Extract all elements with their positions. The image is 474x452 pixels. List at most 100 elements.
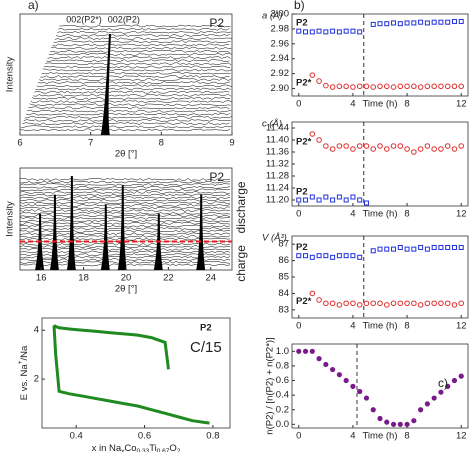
y-tick-label: 2.96	[271, 38, 290, 49]
legend-label: P2	[296, 242, 308, 253]
point	[431, 83, 437, 90]
point	[431, 146, 437, 152]
x-tick-label: 8	[404, 431, 409, 442]
point	[343, 197, 349, 203]
x-tick-label: 4	[350, 99, 355, 110]
point	[350, 146, 356, 152]
y-tick-label: 4	[34, 325, 39, 336]
y-axis-label-part: /Na	[19, 345, 30, 361]
series-label: P2	[209, 16, 224, 30]
x-axis-label-part: x	[121, 448, 125, 452]
point	[384, 246, 390, 252]
point	[404, 246, 410, 252]
point	[323, 143, 329, 149]
trace	[19, 193, 231, 197]
point	[377, 415, 383, 422]
point	[424, 246, 430, 252]
point	[329, 84, 336, 90]
y-tick-label: 11.32	[266, 159, 289, 170]
point	[316, 28, 322, 34]
x-axis-label: Time (h)	[362, 321, 397, 332]
peak	[196, 194, 206, 270]
x-tick-label: 22	[163, 273, 174, 284]
x-tick-label: 0	[296, 431, 301, 442]
point	[336, 194, 342, 200]
series-label: P2	[209, 170, 224, 184]
x-tick-label: 12	[456, 431, 467, 442]
point	[458, 300, 465, 307]
trace	[24, 115, 232, 119]
x-axis-label-part: Co	[124, 443, 136, 452]
y-tick-label: 0.2	[276, 404, 289, 415]
trace	[35, 87, 231, 91]
point	[363, 83, 370, 90]
trace	[41, 71, 231, 75]
x-tick-label: 8	[159, 138, 164, 149]
point	[350, 194, 356, 200]
point	[404, 146, 410, 152]
y-tick-label: 11.36	[266, 147, 289, 158]
legend-label: P2*	[296, 78, 312, 89]
x-axis-label-part: x in Na	[92, 443, 122, 452]
trace	[40, 75, 230, 78]
point	[357, 388, 363, 395]
point	[323, 300, 329, 307]
y-tick-label: 11.24	[266, 183, 289, 194]
x-tick-label: 12	[456, 321, 467, 332]
point	[411, 20, 417, 26]
point	[397, 83, 404, 90]
point	[330, 197, 336, 203]
y-tick-label: 0.8	[276, 360, 289, 371]
point	[383, 146, 390, 152]
y-axis-label: Intensity	[5, 57, 16, 93]
point	[451, 244, 457, 250]
point	[303, 29, 309, 35]
point	[356, 143, 363, 149]
x-tick-label: 12	[456, 99, 467, 110]
trace	[19, 191, 231, 194]
point	[363, 300, 370, 307]
point	[309, 194, 315, 200]
point	[343, 28, 349, 34]
point	[323, 29, 329, 35]
x-tick-label: 8	[404, 99, 409, 110]
point	[343, 377, 349, 384]
trace	[52, 43, 230, 47]
trace	[19, 219, 231, 223]
point	[431, 244, 437, 250]
x-axis-label-part: 0.33	[137, 448, 150, 452]
point	[451, 377, 458, 384]
x-tick-label: 9	[229, 138, 234, 149]
point	[424, 401, 430, 407]
point	[458, 373, 464, 379]
panel-label: a)	[28, 0, 39, 12]
trace	[27, 109, 232, 113]
point	[384, 419, 390, 425]
legend-label: P2*	[296, 296, 312, 307]
trace	[19, 178, 231, 181]
point	[303, 253, 309, 259]
panel-label: b)	[294, 0, 305, 12]
point	[424, 143, 431, 149]
trace	[36, 84, 232, 88]
point	[336, 83, 343, 90]
point	[316, 137, 322, 143]
trace	[53, 40, 231, 44]
point	[323, 361, 329, 368]
point	[370, 146, 377, 152]
curve	[52, 325, 210, 425]
point	[350, 383, 356, 389]
x-axis-label: 2θ [°]	[115, 284, 137, 295]
trace	[25, 112, 231, 116]
point	[363, 395, 370, 401]
point	[431, 19, 437, 25]
point	[397, 244, 403, 250]
point	[370, 21, 376, 27]
trace	[19, 224, 231, 228]
point	[411, 83, 417, 90]
y-tick-label: 86	[278, 255, 289, 266]
trace	[23, 119, 231, 122]
curve	[53, 324, 170, 370]
plot-frame	[19, 13, 233, 136]
